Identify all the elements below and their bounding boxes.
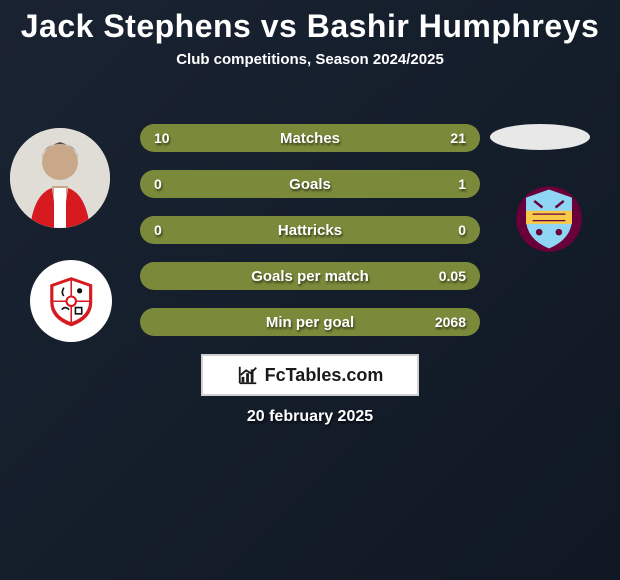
stat-right-value: 0.05 bbox=[439, 268, 466, 284]
stat-right-value: 2068 bbox=[435, 314, 466, 330]
chart-icon bbox=[237, 364, 259, 386]
stat-label: Goals per match bbox=[140, 268, 480, 285]
stat-bar: 0 Hattricks 0 bbox=[140, 216, 480, 244]
shield-icon bbox=[45, 275, 97, 327]
page-title: Jack Stephens vs Bashir Humphreys bbox=[0, 0, 620, 45]
stat-right-value: 1 bbox=[458, 176, 466, 192]
stat-right-value: 21 bbox=[450, 130, 466, 146]
stat-label: Goals bbox=[140, 176, 480, 193]
stat-bar: Goals per match 0.05 bbox=[140, 262, 480, 290]
stat-label: Min per goal bbox=[140, 314, 480, 331]
shield-icon bbox=[508, 178, 590, 260]
player-right-avatar bbox=[490, 124, 590, 150]
stat-bar: Min per goal 2068 bbox=[140, 308, 480, 336]
stat-bar: 0 Goals 1 bbox=[140, 170, 480, 198]
subtitle: Club competitions, Season 2024/2025 bbox=[0, 51, 620, 68]
brand-text: FcTables.com bbox=[265, 365, 384, 386]
stat-bar: 10 Matches 21 bbox=[140, 124, 480, 152]
date-label: 20 february 2025 bbox=[0, 408, 620, 426]
stats-container: 10 Matches 21 0 Goals 1 0 Hattricks 0 Go… bbox=[140, 124, 480, 354]
club-left-crest bbox=[30, 260, 112, 342]
club-right-crest bbox=[508, 178, 590, 260]
stat-right-value: 0 bbox=[458, 222, 466, 238]
brand-badge: FcTables.com bbox=[201, 354, 419, 396]
stat-label: Matches bbox=[140, 130, 480, 147]
player-left-avatar bbox=[10, 128, 110, 228]
stat-label: Hattricks bbox=[140, 222, 480, 239]
person-icon bbox=[10, 128, 110, 228]
